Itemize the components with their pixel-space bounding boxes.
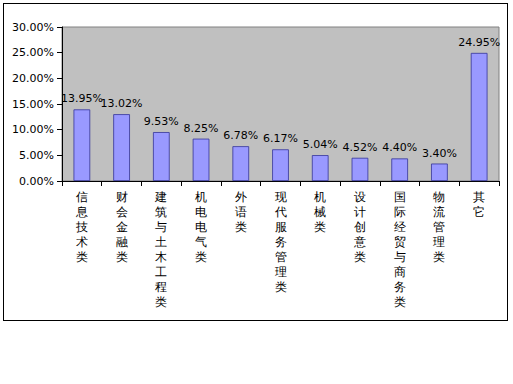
svg-text:气: 气	[195, 235, 207, 249]
svg-text:20.00%: 20.00%	[12, 72, 54, 85]
svg-text:30.00%: 30.00%	[12, 21, 54, 34]
svg-text:10.00%: 10.00%	[12, 123, 54, 136]
svg-text:程: 程	[155, 280, 167, 294]
svg-text:类: 类	[433, 250, 445, 264]
svg-text:6.17%: 6.17%	[263, 132, 298, 145]
svg-text:财: 财	[116, 190, 128, 204]
svg-text:4.52%: 4.52%	[342, 141, 377, 154]
svg-text:类: 类	[195, 250, 207, 264]
svg-text:8.25%: 8.25%	[184, 122, 219, 135]
svg-text:25.00%: 25.00%	[12, 46, 54, 59]
svg-text:息: 息	[75, 205, 88, 219]
svg-text:与: 与	[394, 250, 406, 264]
svg-text:机: 机	[314, 190, 326, 204]
svg-text:电: 电	[195, 220, 207, 234]
svg-text:工: 工	[155, 265, 167, 279]
svg-text:类: 类	[314, 220, 326, 234]
svg-text:9.53%: 9.53%	[144, 115, 179, 128]
svg-text:务: 务	[275, 235, 287, 249]
svg-text:经: 经	[394, 220, 406, 234]
svg-text:5.00%: 5.00%	[19, 149, 54, 162]
svg-text:其: 其	[473, 190, 485, 204]
svg-text:国: 国	[394, 190, 406, 204]
svg-text:类: 类	[116, 250, 128, 264]
svg-text:现: 现	[275, 190, 287, 204]
svg-text:金: 金	[116, 220, 128, 234]
svg-text:理: 理	[275, 265, 287, 279]
svg-text:13.95%: 13.95%	[61, 92, 103, 105]
svg-text:意: 意	[353, 235, 366, 249]
svg-text:创: 创	[354, 220, 366, 234]
svg-text:外: 外	[235, 190, 247, 204]
svg-text:贸: 贸	[394, 235, 406, 249]
svg-text:0.00%: 0.00%	[19, 175, 54, 188]
svg-text:15.00%: 15.00%	[12, 98, 54, 111]
svg-text:物: 物	[433, 190, 445, 204]
svg-text:际: 际	[394, 205, 406, 219]
svg-text:商: 商	[394, 265, 406, 279]
svg-text:设: 设	[354, 190, 366, 204]
svg-text:计: 计	[354, 205, 366, 219]
svg-text:与: 与	[155, 220, 167, 234]
svg-text:类: 类	[76, 250, 88, 264]
svg-text:24.95%: 24.95%	[458, 36, 500, 49]
svg-text:服: 服	[275, 220, 287, 234]
svg-text:它: 它	[473, 205, 485, 219]
svg-text:管: 管	[433, 220, 445, 234]
svg-text:流: 流	[433, 205, 445, 219]
svg-text:术: 术	[76, 235, 88, 249]
svg-text:土: 土	[155, 235, 167, 249]
svg-text:务: 务	[394, 280, 406, 294]
svg-text:6.78%: 6.78%	[223, 129, 258, 142]
svg-text:筑: 筑	[155, 205, 167, 219]
svg-text:类: 类	[235, 220, 247, 234]
svg-text:代: 代	[274, 205, 287, 219]
svg-text:电: 电	[195, 205, 207, 219]
svg-text:语: 语	[235, 205, 247, 219]
svg-text:类: 类	[394, 295, 406, 309]
svg-text:建: 建	[154, 190, 167, 204]
svg-text:融: 融	[116, 235, 128, 249]
svg-text:木: 木	[155, 250, 167, 264]
svg-text:会: 会	[116, 205, 128, 219]
svg-text:类: 类	[275, 280, 287, 294]
svg-text:技: 技	[75, 220, 88, 234]
svg-text:信: 信	[76, 190, 88, 204]
svg-text:管: 管	[275, 250, 287, 264]
svg-text:类: 类	[155, 295, 167, 309]
svg-text:械: 械	[314, 205, 326, 219]
svg-text:3.40%: 3.40%	[422, 147, 457, 160]
svg-text:5.04%: 5.04%	[303, 138, 338, 151]
svg-text:理: 理	[433, 235, 445, 249]
svg-text:机: 机	[195, 190, 207, 204]
svg-text:类: 类	[354, 250, 366, 264]
svg-text:13.02%: 13.02%	[101, 97, 143, 110]
svg-text:4.40%: 4.40%	[382, 141, 417, 154]
